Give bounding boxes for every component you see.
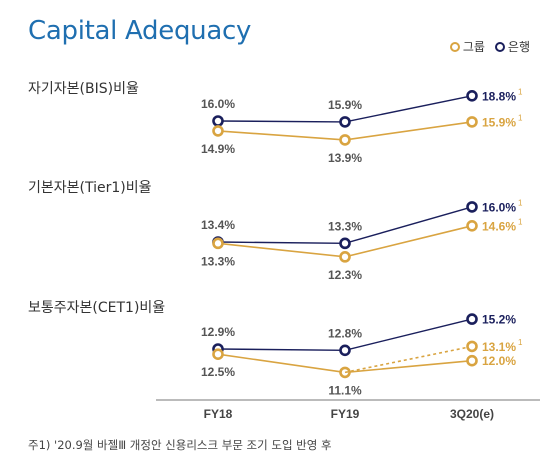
- footnote-marker: 1: [518, 198, 523, 207]
- data-label-2-1-0: 12.5%: [201, 365, 235, 379]
- data-point-1-1-2: [466, 220, 478, 232]
- legend-item-bank: 은행: [494, 38, 530, 55]
- data-point-1-1-0: [212, 237, 224, 250]
- legend-item-group: 그룹: [449, 38, 485, 55]
- data-label-0-1-2: 15.9% 1: [482, 113, 523, 129]
- data-point-2-1-0: [212, 348, 224, 361]
- data-label-1-0-0: 13.4%: [201, 218, 235, 232]
- chart-legend: 그룹 은행: [449, 38, 530, 55]
- data-point-0-0-1: [339, 116, 351, 128]
- data-label-1-1-2: 14.6% 1: [482, 217, 523, 233]
- panel-title-1: 기본자본(Tier1)비율: [28, 180, 152, 196]
- data-point-2-0-1: [339, 344, 351, 357]
- x-tick-label-0: FY18: [204, 407, 233, 421]
- data-label-0-1-0: 14.9%: [201, 142, 235, 156]
- footnote-marker: 1: [518, 217, 523, 226]
- data-label-2-1-2: 12.0%: [482, 354, 516, 368]
- panel-title-0: 자기자본(BIS)비율: [28, 81, 139, 97]
- x-tick-label-2: 3Q20(e): [450, 407, 494, 421]
- data-point-0-1-0: [212, 125, 224, 137]
- data-label-1-0-1: 13.3%: [328, 219, 362, 233]
- data-point-0-0-2: [466, 90, 478, 102]
- panel-title-2: 보통주자본(CET1)비율: [28, 300, 165, 316]
- legend-label-bank: 은행: [507, 40, 530, 54]
- data-point-1-1-1: [339, 251, 351, 263]
- data-label-0-1-1: 13.9%: [328, 151, 362, 165]
- data-label-0-0-0: 16.0%: [201, 97, 235, 111]
- data-label-1-1-0: 13.3%: [201, 254, 235, 268]
- data-label-2-0-1: 12.8%: [328, 326, 362, 340]
- footnote-marker: 1: [518, 87, 523, 96]
- data-label-2-0-2: 15.2%: [482, 313, 516, 327]
- data-point-2-2-2: [466, 340, 478, 353]
- data-label-1-0-2: 16.0% 1: [482, 198, 523, 214]
- data-point-1-0-2: [466, 201, 478, 213]
- data-point-1-0-1: [339, 237, 351, 250]
- legend-marker-group-icon: [449, 41, 460, 52]
- data-label-2-2-2: 13.1% 1: [482, 338, 523, 354]
- x-tick-label-1: FY19: [331, 407, 360, 421]
- data-label-0-0-1: 15.9%: [328, 98, 362, 112]
- data-label-1-1-1: 12.3%: [328, 268, 362, 282]
- page-title: Capital Adequacy: [28, 16, 252, 46]
- footnote: 주1) '20.9월 바젤Ⅲ 개정안 신용리스크 부문 조기 도입 반영 후: [28, 438, 332, 452]
- data-label-0-0-2: 18.8% 1: [482, 87, 523, 103]
- data-point-2-0-2: [466, 313, 478, 325]
- footnote-marker: 1: [518, 338, 523, 347]
- series-line-2-2: [344, 345, 473, 374]
- legend-label-group: 그룹: [462, 40, 485, 54]
- data-point-0-1-2: [466, 116, 478, 128]
- data-label-2-0-0: 12.9%: [201, 325, 235, 339]
- footnote-marker: 1: [518, 113, 523, 122]
- legend-marker-bank-icon: [494, 41, 505, 52]
- data-label-2-1-1: 11.1%: [328, 383, 362, 397]
- data-point-2-1-2: [466, 354, 478, 367]
- data-point-0-0-0: [212, 115, 224, 127]
- data-point-0-1-1: [339, 134, 351, 146]
